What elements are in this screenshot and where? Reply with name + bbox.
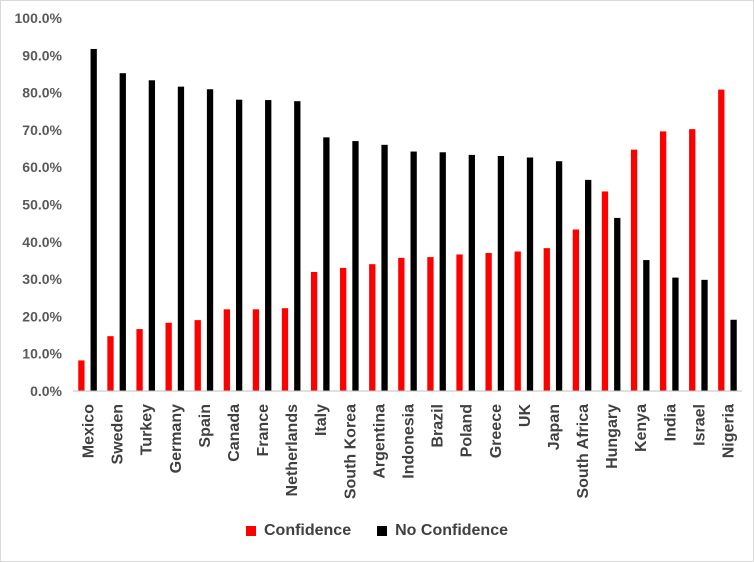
legend-swatch-no-confidence [377, 526, 388, 536]
bar-confidence [427, 257, 434, 391]
y-tick-label: 20.0% [22, 308, 62, 324]
y-tick-label: 40.0% [22, 234, 62, 250]
x-category-label: Israel [691, 404, 708, 446]
bar-no-confidence [585, 179, 592, 391]
bar-no-confidence [206, 89, 214, 392]
bar-no-confidence [468, 154, 475, 391]
bar-no-confidence [148, 80, 156, 391]
bar-no-confidence [381, 144, 388, 391]
legend-item-confidence: Confidence [245, 522, 352, 540]
legend-label-confidence: Confidence [263, 522, 352, 539]
bar-confidence [223, 309, 230, 391]
bar-confidence [689, 129, 696, 392]
y-tick-label: 90.0% [22, 47, 62, 63]
y-axis-ticks: 0.0% 10.0% 20.0% 30.0% 40.0% 50.0% 60.0% 70.0% 8… [15, 10, 63, 399]
bar-no-confidence [119, 73, 126, 391]
bar-confidence [107, 336, 114, 391]
x-category-label: South Africa [575, 404, 592, 499]
bar-confidence [78, 360, 85, 391]
bar-no-confidence [614, 217, 621, 391]
x-category-label: Germany [168, 404, 185, 473]
bar-no-confidence [497, 156, 505, 391]
x-category-label: France [255, 404, 272, 457]
bar-confidence [252, 309, 260, 391]
x-category-label: South Korea [342, 404, 359, 499]
x-category-label: Brazil [430, 404, 447, 448]
y-tick-label: 70.0% [22, 122, 62, 138]
x-category-label: Hungary [604, 404, 621, 469]
bar-no-confidence [265, 100, 272, 391]
x-category-label: Turkey [139, 404, 156, 455]
y-tick-label: 10.0% [22, 346, 62, 362]
bar-no-confidence [177, 86, 185, 391]
bar-confidence [718, 89, 725, 391]
x-category-label: Indonesia [401, 404, 418, 479]
x-category-label: Canada [226, 404, 243, 462]
bar-no-confidence [323, 137, 330, 391]
x-axis-labels: Mexico Sweden Turkey Germany Spain Canada Fran… [81, 404, 738, 500]
x-category-label: Nigeria [720, 404, 737, 458]
y-tick-label: 60.0% [22, 159, 62, 175]
x-category-label: Kenya [633, 404, 650, 452]
legend-swatch-confidence [245, 526, 256, 536]
x-category-label: Greece [488, 404, 505, 458]
legend: Confidence No Confidence [0, 522, 754, 540]
bar-no-confidence [672, 277, 679, 391]
bar-no-confidence [701, 279, 708, 391]
x-category-label: UK [517, 404, 534, 428]
x-category-label: Mexico [81, 404, 98, 458]
x-category-label: Argentina [371, 404, 388, 479]
bar-confidence [514, 251, 521, 391]
bar-confidence [194, 320, 201, 391]
bar-confidence [543, 248, 550, 391]
bar-no-confidence [439, 152, 446, 391]
x-category-label: Netherlands [284, 404, 301, 497]
y-tick-label: 50.0% [22, 197, 62, 213]
bar-no-confidence [235, 99, 243, 391]
bar-confidence [601, 191, 609, 391]
bar-confidence [456, 254, 463, 391]
bar-no-confidence [643, 260, 650, 391]
bar-no-confidence [90, 48, 97, 392]
bar-confidence [310, 272, 318, 391]
y-tick-label: 80.0% [22, 85, 62, 101]
y-tick-label: 100.0% [15, 10, 63, 26]
bar-confidence [485, 252, 492, 391]
bar-confidence [340, 267, 347, 391]
x-category-label: Sweden [110, 404, 127, 464]
y-tick-label: 30.0% [22, 271, 62, 287]
bar-confidence [369, 264, 376, 391]
bar-confidence [281, 308, 289, 391]
bar-confidence [572, 229, 580, 391]
x-category-label: Japan [546, 404, 563, 450]
bar-no-confidence [294, 101, 301, 391]
bar-confidence [398, 257, 405, 391]
y-tick-label: 0.0% [30, 383, 62, 399]
x-category-label: Spain [197, 404, 214, 448]
bar-confidence [659, 131, 667, 391]
x-category-label: Italy [313, 404, 330, 436]
legend-item-no-confidence: No Confidence [377, 522, 508, 540]
x-category-label: India [662, 404, 679, 441]
bar-no-confidence [526, 157, 534, 391]
x-category-label: Poland [459, 404, 476, 457]
bar-confidence [630, 149, 638, 391]
legend-label-no-confidence: No Confidence [395, 522, 508, 539]
bar-no-confidence [410, 151, 417, 391]
bar-no-confidence [730, 319, 737, 391]
bar-no-confidence [352, 141, 359, 391]
bars [78, 48, 737, 392]
bar-confidence [165, 322, 172, 391]
bar-no-confidence [555, 161, 563, 391]
bar-confidence [136, 329, 143, 391]
